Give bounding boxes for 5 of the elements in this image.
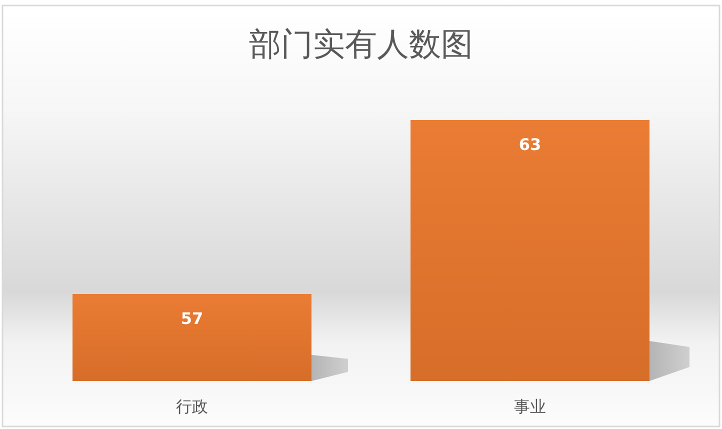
x-tick-label: 事业: [514, 399, 546, 416]
x-tick-label: 行政: [176, 399, 208, 416]
data-label: 63: [518, 135, 542, 154]
chart-title: 部门实有人数图: [249, 26, 473, 62]
data-label: 57: [180, 309, 204, 328]
